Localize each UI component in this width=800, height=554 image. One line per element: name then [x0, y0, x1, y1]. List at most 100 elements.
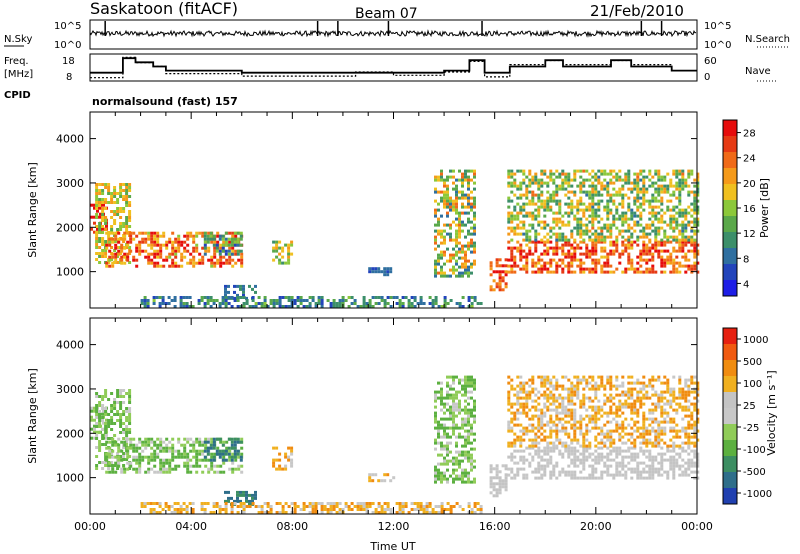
velocity-cell: [585, 381, 589, 385]
power-cell: [519, 255, 523, 259]
power-cell: [107, 186, 111, 189]
power-cell: [171, 231, 175, 235]
power-cell: [464, 235, 467, 239]
power-cell: [528, 181, 532, 185]
power-cell: [257, 302, 261, 305]
velocity-cell: [470, 480, 473, 484]
velocity-cell: [624, 455, 628, 459]
velocity-cell: [455, 393, 458, 397]
velocity-cell: [183, 446, 187, 450]
power-cell: [684, 211, 688, 215]
velocity-cell: [624, 470, 628, 474]
power-cell: [329, 305, 333, 308]
velocity-cell: [612, 441, 616, 445]
velocity-cell: [549, 426, 553, 430]
velocity-cell: [681, 405, 685, 409]
velocity-cell: [510, 476, 514, 480]
power-cell: [93, 221, 96, 225]
velocity-cell: [549, 402, 553, 406]
power-cell: [612, 220, 616, 224]
power-cell: [594, 202, 598, 206]
velocity-cell: [573, 417, 577, 421]
velocity-cell: [627, 387, 631, 391]
power-cell: [455, 229, 458, 233]
power-cell: [543, 240, 547, 244]
power-cell: [519, 184, 523, 188]
power-cell: [125, 192, 129, 195]
velocity-cell: [470, 456, 473, 460]
velocity-cell: [639, 461, 643, 465]
velocity-cell: [693, 426, 697, 430]
power-cell: [192, 237, 196, 241]
velocity-cell: [609, 399, 613, 403]
velocity-cell: [467, 435, 470, 439]
velocity-cell: [510, 467, 514, 471]
velocity-cell: [110, 461, 114, 464]
velocity-cell: [377, 511, 381, 514]
power-cell: [116, 201, 120, 204]
power-cell: [138, 240, 142, 244]
velocity-cell: [201, 440, 205, 444]
velocity-cell: [606, 435, 610, 439]
power-cell: [108, 231, 112, 235]
velocity-cell: [278, 452, 282, 456]
power-cell: [588, 208, 592, 212]
velocity-cell: [630, 467, 634, 471]
velocity-cell: [570, 417, 574, 421]
velocity-cell: [672, 426, 676, 430]
power-cell: [678, 184, 682, 188]
power-cell: [212, 234, 216, 238]
power-cell: [398, 299, 402, 302]
power-cell: [159, 255, 163, 259]
power-cell: [461, 305, 465, 308]
velocity-cell: [122, 428, 126, 431]
power-cell: [627, 178, 631, 182]
velocity-cell: [383, 508, 387, 511]
power-cell: [684, 264, 688, 268]
power-cell: [579, 261, 583, 265]
velocity-cell: [104, 392, 108, 395]
power-cell: [684, 223, 688, 227]
velocity-cell: [687, 461, 691, 465]
velocity-cell: [489, 476, 493, 480]
power-cell: [609, 196, 613, 200]
power-cell: [272, 299, 276, 302]
power-cell: [564, 211, 568, 215]
velocity-cell: [278, 467, 282, 471]
power-cell: [525, 243, 529, 247]
power-cell: [678, 240, 682, 244]
power-cell: [579, 246, 583, 250]
power-cell: [335, 305, 339, 308]
power-cell: [434, 259, 437, 263]
velocity-cell: [666, 384, 670, 388]
velocity-cell: [458, 381, 461, 385]
velocity-cell: [275, 511, 279, 514]
power-cell: [401, 296, 405, 299]
velocity-cell: [588, 405, 592, 409]
velocity-cell: [555, 426, 559, 430]
power-cell: [195, 243, 199, 247]
power-cell: [564, 243, 568, 247]
power-cell: [93, 215, 96, 219]
power-cell: [693, 178, 697, 182]
velocity-cell: [116, 452, 120, 455]
velocity-cell: [177, 452, 181, 456]
velocity-cell: [690, 458, 694, 462]
power-cell: [696, 178, 700, 182]
velocity-cell: [582, 461, 586, 465]
power-cell: [591, 193, 595, 197]
velocity-cell: [95, 446, 99, 449]
velocity-cell: [552, 423, 556, 427]
power-cell: [546, 181, 550, 185]
velocity-cell: [636, 455, 640, 459]
velocity-cell: [335, 511, 339, 514]
velocity-cell: [389, 511, 393, 514]
power-cell: [597, 202, 601, 206]
velocity-cell: [657, 405, 661, 409]
power-cell: [618, 232, 622, 236]
power-cell: [606, 211, 610, 215]
velocity-cell: [449, 408, 452, 412]
velocity-cell: [401, 505, 405, 508]
power-cell: [696, 220, 700, 224]
power-colorbar-tick-label: 8: [743, 254, 749, 265]
